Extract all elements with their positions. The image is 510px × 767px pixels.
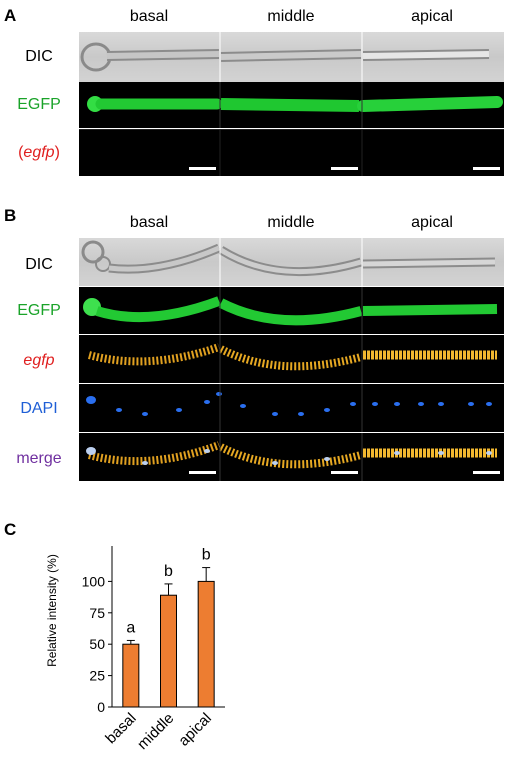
y-tick-label: 0 bbox=[97, 699, 105, 715]
significance-letter: a bbox=[126, 619, 135, 636]
x-tick-label: middle bbox=[134, 710, 177, 753]
panel-b-label-egfp: EGFP bbox=[17, 302, 61, 319]
y-tick-label: 50 bbox=[89, 636, 105, 652]
panel-b-label-dic: DIC bbox=[25, 256, 53, 273]
scale-bar bbox=[189, 167, 216, 170]
panel-b-dapi-image bbox=[79, 384, 504, 432]
panel-a-column-apical: apical bbox=[411, 8, 453, 25]
panel-b-merge-image bbox=[79, 433, 504, 481]
panel-b-egfp-mrna-image bbox=[79, 335, 504, 383]
panel-a-label-dic: DIC bbox=[25, 48, 53, 65]
bar bbox=[197, 580, 215, 708]
panel-c-chart: 0 25 50 75 100 Relative intensity (%) a basal b m… bbox=[0, 530, 260, 767]
panel-b-column-apical: apical bbox=[411, 214, 453, 231]
paren-close: ) bbox=[54, 144, 60, 161]
panel-c-letter: C bbox=[4, 520, 17, 539]
significance-letter: b bbox=[202, 547, 211, 564]
y-tick-label: 25 bbox=[89, 668, 105, 684]
scale-bar bbox=[473, 167, 500, 170]
panel-b-label-egfp-mrna: egfp bbox=[23, 352, 55, 369]
x-tick-label: apical bbox=[175, 710, 215, 750]
panel-b-dic-image bbox=[79, 238, 504, 286]
panel-a-label-egfp: EGFP bbox=[17, 96, 61, 113]
panel-b-column-basal: basal bbox=[129, 214, 169, 231]
y-axis-label: Relative intensity (%) bbox=[45, 554, 59, 667]
paren-open: ( bbox=[18, 144, 24, 161]
panel-b-egfp-image bbox=[79, 287, 504, 334]
bar bbox=[122, 643, 140, 708]
panel-a-dic-image bbox=[79, 32, 504, 82]
scale-bar bbox=[189, 471, 216, 474]
y-tick-label: 75 bbox=[89, 605, 105, 621]
scale-bar bbox=[331, 167, 358, 170]
panel-b-letter: B bbox=[4, 206, 17, 225]
y-tick-label: 100 bbox=[82, 573, 106, 589]
significance-letter: b bbox=[164, 563, 173, 580]
panel-a-label-egfp-mrna: (egfp) bbox=[0, 144, 78, 162]
panel-a-letter: A bbox=[4, 6, 17, 25]
egfp-italic: egfp bbox=[23, 144, 55, 161]
panel-a-egfp-mrna-image bbox=[79, 129, 504, 176]
panel-a-column-middle: middle bbox=[267, 8, 315, 25]
panel-b-column-middle: middle bbox=[267, 214, 315, 231]
panel-b-label-merge: merge bbox=[16, 450, 62, 467]
panel-b-label-dapi: DAPI bbox=[20, 400, 58, 417]
scale-bar bbox=[473, 471, 500, 474]
panel-a-column-basal: basal bbox=[129, 8, 169, 25]
scale-bar bbox=[331, 471, 358, 474]
panel-a-egfp-image bbox=[79, 82, 504, 128]
bar bbox=[160, 594, 177, 708]
